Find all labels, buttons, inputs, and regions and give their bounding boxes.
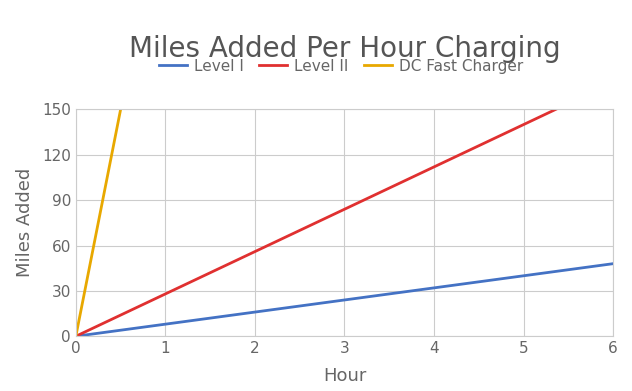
Y-axis label: Miles Added: Miles Added [16, 168, 33, 278]
Level I [331, 299, 338, 304]
Level II [327, 213, 335, 218]
Legend: Level I, Level II, DC Fast Charger: Level I, Level II, DC Fast Charger [153, 53, 530, 80]
Level II [597, 86, 604, 91]
X-axis label: Hour: Hour [323, 367, 366, 385]
Level I [609, 261, 617, 266]
Line: DC Fast Charger: DC Fast Charger [76, 0, 613, 336]
Level II [363, 197, 370, 201]
Title: Miles Added Per Hour Charging: Miles Added Per Hour Charging [129, 35, 560, 63]
Level I [72, 334, 80, 339]
Level II [331, 212, 338, 217]
Level II [609, 80, 617, 84]
Level II [392, 183, 399, 187]
Level I [327, 300, 335, 304]
Line: Level I: Level I [76, 264, 613, 336]
Line: Level II: Level II [76, 82, 613, 336]
Level II [72, 334, 80, 339]
Level I [513, 274, 520, 279]
Level II [513, 126, 520, 131]
Level I [597, 263, 604, 268]
Level I [363, 295, 370, 300]
DC Fast Charger [72, 334, 80, 339]
Level I [392, 291, 399, 296]
